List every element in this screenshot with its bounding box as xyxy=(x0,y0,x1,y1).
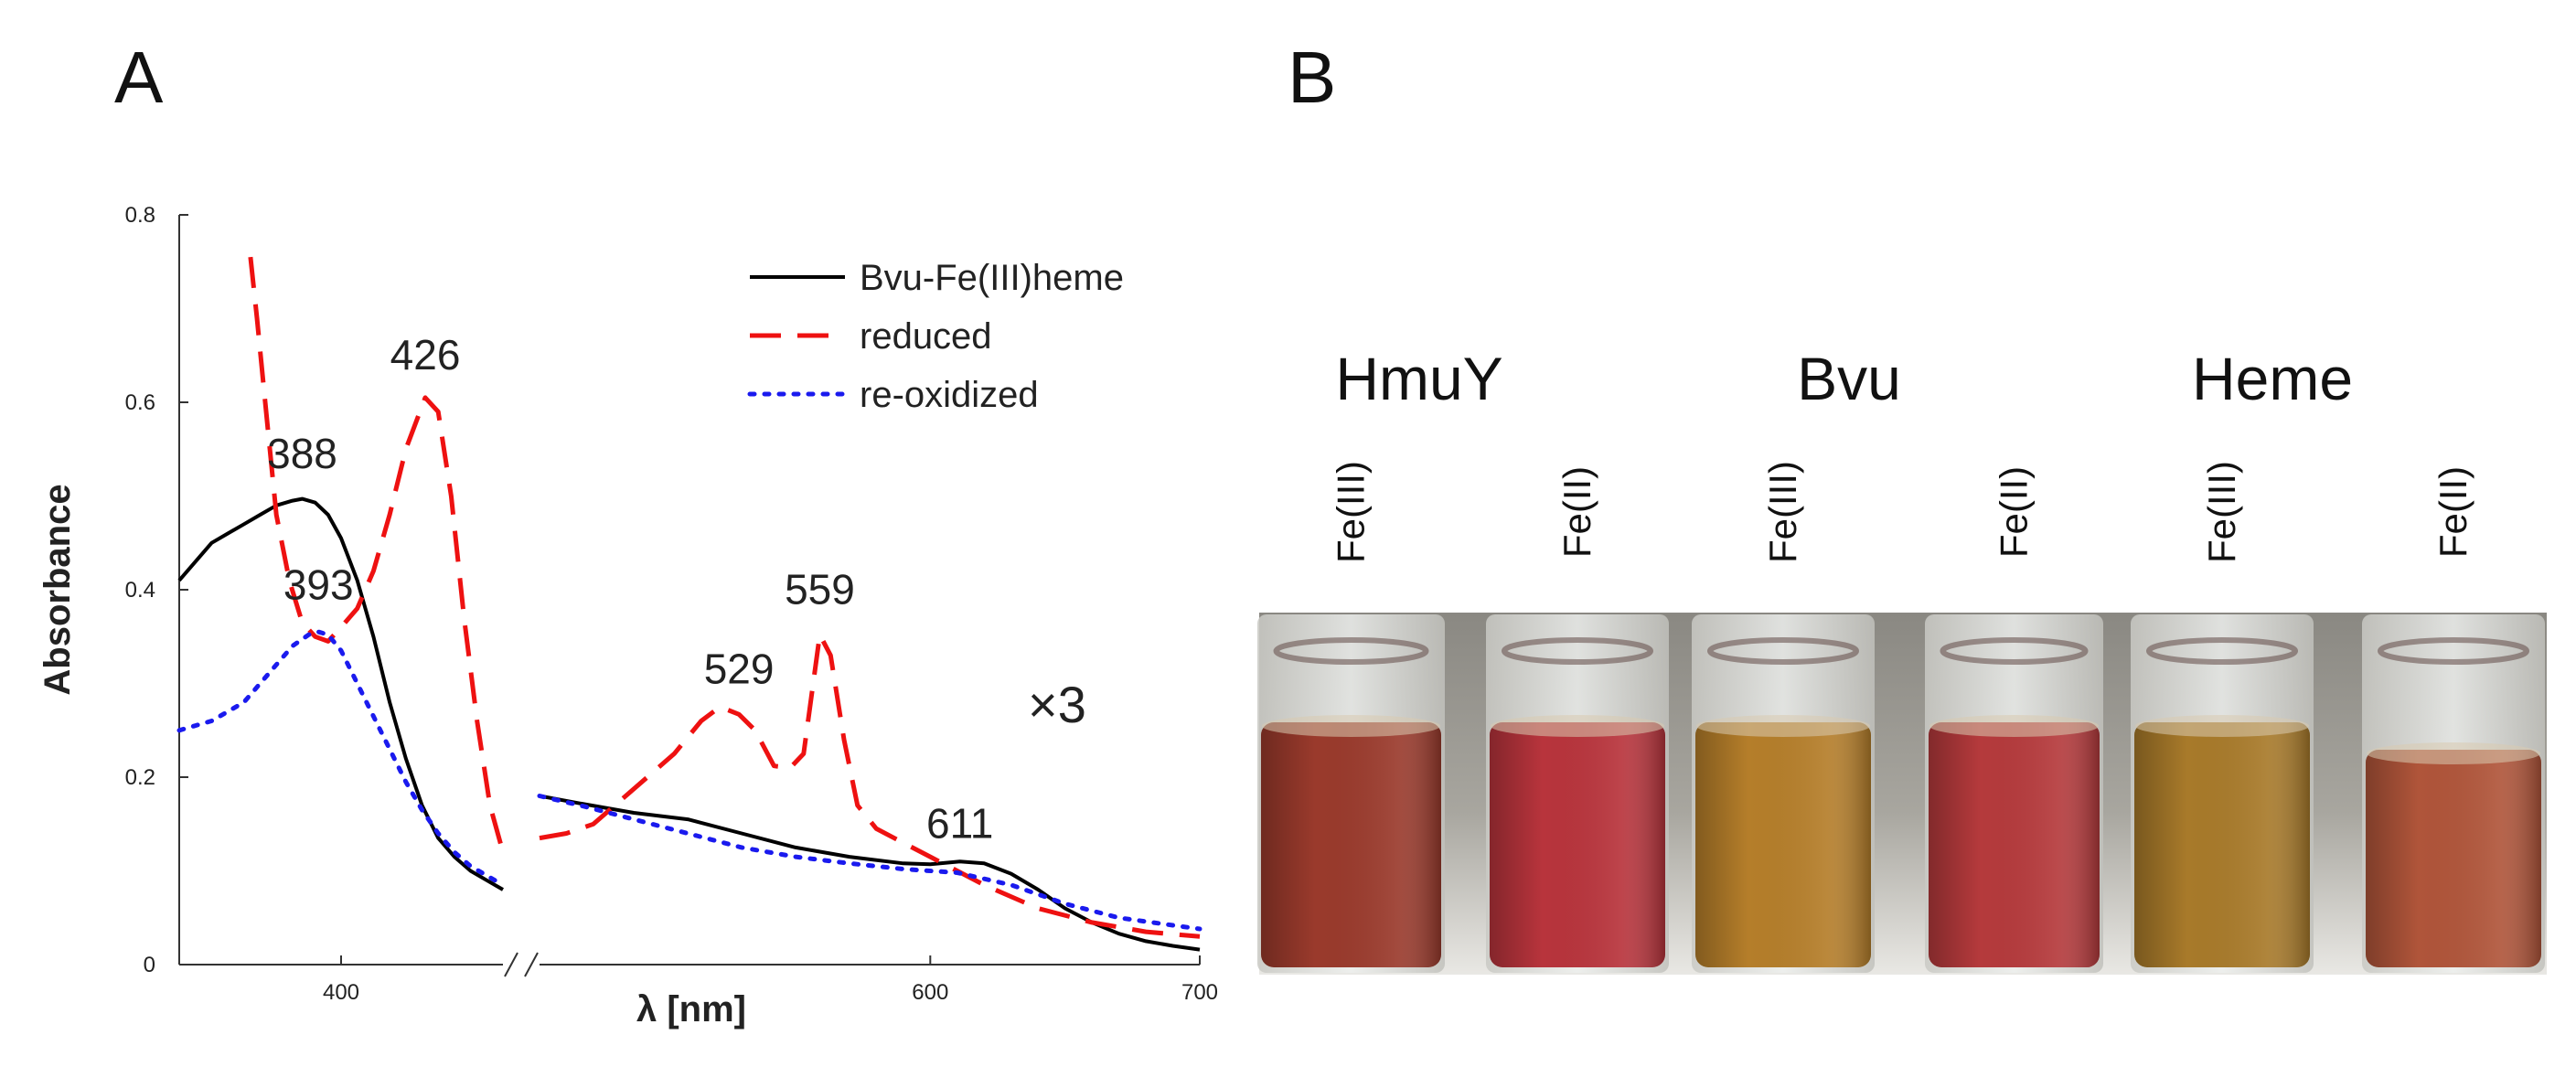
vial-label: Fe(III) xyxy=(1330,461,1373,563)
series-line-reduced-visible xyxy=(539,632,1201,939)
y-tick-label: 0.2 xyxy=(125,765,155,790)
peak-label: 388 xyxy=(267,430,337,477)
vial-label: Fe(II) xyxy=(2432,466,2474,558)
vial-rim xyxy=(1707,637,1859,665)
series-line-bvu-fe-iii-heme-visible xyxy=(539,794,1201,952)
vial-label: Fe(III) xyxy=(2200,461,2243,563)
vial-shading xyxy=(2134,722,2310,967)
vial-shading xyxy=(1490,722,1665,967)
vial: Fe(II) xyxy=(1486,466,1669,973)
vial: Fe(II) xyxy=(2362,466,2545,973)
vial: Fe(III) xyxy=(1257,461,1445,973)
group-label-hmuy: HmuY xyxy=(1335,345,1502,412)
series-lines xyxy=(176,256,1202,952)
x-tick-label: 400 xyxy=(323,980,359,1005)
vial-rim xyxy=(1940,637,2089,665)
group-label-heme: Heme xyxy=(2192,345,2353,412)
x-ticks: 400 600 700 xyxy=(323,955,1218,1005)
legend-entry: re-oxidized xyxy=(860,375,1039,415)
series-line-re-oxidized-visible xyxy=(537,794,1202,932)
series-line-reduced-soret xyxy=(248,256,506,853)
vial-meniscus xyxy=(1491,715,1664,737)
group-label-bvu: Bvu xyxy=(1797,345,1901,412)
vial-meniscus xyxy=(2135,715,2309,737)
vial-shading xyxy=(1261,722,1441,967)
y-tick-label: 0.6 xyxy=(125,390,155,415)
photo-background xyxy=(1259,613,2547,975)
vial-label: Fe(II) xyxy=(1993,466,2036,558)
legend-entry: reduced xyxy=(860,316,992,357)
vial-meniscus xyxy=(1262,715,1440,737)
y-tick-label: 0 xyxy=(144,953,155,977)
y-ticks: 0 0.2 0.4 0.6 0.8 xyxy=(125,203,188,977)
x-axis-title: λ [nm] xyxy=(636,989,746,1030)
vial-shading xyxy=(1695,722,1871,967)
series-line-re-oxidized-soret xyxy=(176,629,506,888)
x-tick-label: 700 xyxy=(1181,980,1218,1005)
vial: Fe(III) xyxy=(2131,461,2314,973)
panel-a-label: A xyxy=(114,37,164,118)
peak-label: 559 xyxy=(785,565,855,613)
legend-entry: Bvu-Fe(III)heme xyxy=(860,258,1124,298)
x-tick-label: 600 xyxy=(912,980,948,1005)
vials: Fe(III) Fe(II) Fe(III) Fe(II) Fe(III) Fe(II) xyxy=(1257,461,2545,973)
y-tick-label: 0.4 xyxy=(125,578,155,603)
vial-shading xyxy=(2366,750,2541,967)
vial-photo-panel: HmuY Bvu Heme Fe(III) Fe(II) Fe(III) Fe(II)… xyxy=(1257,345,2547,975)
vial: Fe(III) xyxy=(1692,461,1875,973)
legend: Bvu-Fe(III)heme reduced re-oxidized xyxy=(747,258,1124,415)
vial-rim xyxy=(2146,637,2298,665)
series-line-bvu-fe-iii-heme-soret xyxy=(177,496,504,891)
vial-meniscus xyxy=(1696,715,1870,737)
axis-break-mark-1 xyxy=(504,952,518,977)
vial: Fe(II) xyxy=(1925,466,2103,973)
peak-label: 393 xyxy=(283,560,354,608)
peak-label: 611 xyxy=(926,800,993,848)
panel-b-label: B xyxy=(1288,37,1336,118)
peak-label: 426 xyxy=(390,331,461,379)
vial-shading xyxy=(1929,722,2100,967)
axis-break-mark-2 xyxy=(524,952,539,977)
scale-note: ×3 xyxy=(1028,676,1086,733)
peak-label: 529 xyxy=(704,646,775,693)
vial-rim xyxy=(2378,637,2529,665)
y-axis-title: Absorbance xyxy=(37,484,78,695)
vial-label: Fe(III) xyxy=(1761,461,1804,563)
y-tick-label: 0.8 xyxy=(125,203,155,228)
vial-rim xyxy=(1273,637,1429,665)
vial-meniscus xyxy=(1929,715,2099,737)
vial-rim xyxy=(1502,637,1653,665)
vial-meniscus xyxy=(2367,742,2540,764)
vial-label: Fe(II) xyxy=(1555,466,1598,558)
